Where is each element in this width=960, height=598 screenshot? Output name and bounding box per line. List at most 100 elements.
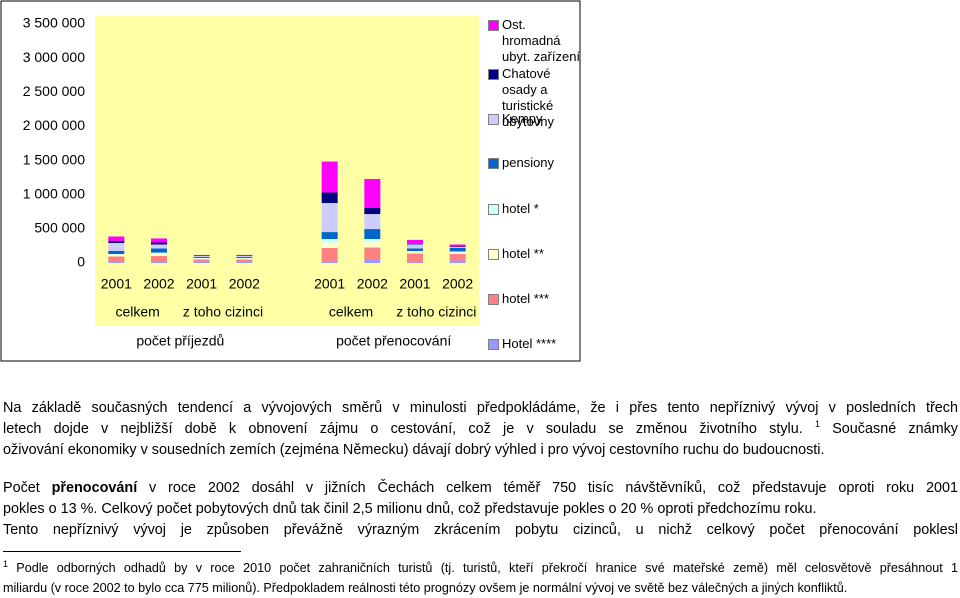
text-run: Počet <box>3 480 52 496</box>
legend-label: Kempy <box>502 111 584 127</box>
legend-swatch <box>488 339 499 350</box>
bar-segment <box>450 247 466 248</box>
bar-segment <box>108 261 124 263</box>
text-run: Na základě současných tendencí a vývojov… <box>3 400 958 416</box>
category-group-label: z toho cizinci <box>183 304 263 320</box>
bar-segment <box>236 258 252 259</box>
category-group-label: celkem <box>329 304 373 320</box>
bar-segment <box>364 179 380 208</box>
legend-swatch <box>488 294 499 305</box>
legend-swatch <box>488 249 499 260</box>
y-tick-label: 500 000 <box>34 220 85 236</box>
bar-segment <box>236 257 252 258</box>
bar-segment <box>322 239 338 242</box>
bar-segment <box>108 241 124 243</box>
bar-segment <box>364 214 380 229</box>
category-group-label: celkem <box>115 304 159 320</box>
bar-segment <box>364 242 380 247</box>
bar-segment <box>236 259 252 262</box>
bar-segment <box>450 260 466 263</box>
bold-text: přenocování <box>52 480 138 496</box>
category-super-group-label: počet příjezdů <box>136 333 224 349</box>
bar-segment <box>151 253 167 255</box>
x-tick-label: 2001 <box>314 276 345 292</box>
bar-segment <box>151 249 167 253</box>
legend-swatch <box>488 69 499 80</box>
legend-swatch <box>488 158 499 169</box>
text-line: miliardu (v roce 2002 to bylo cca 775 mi… <box>3 578 958 598</box>
bar-segment <box>322 248 338 262</box>
bar-segment <box>194 258 210 259</box>
footnote-rule <box>3 551 241 552</box>
legend-label: pensiony <box>502 155 584 171</box>
y-tick-label: 1 500 000 <box>23 151 85 167</box>
bar-segment <box>450 254 466 260</box>
bar-segment <box>407 240 423 244</box>
bar-segment <box>364 208 380 214</box>
x-tick-label: 2001 <box>186 276 217 292</box>
bar-segment <box>194 262 210 263</box>
bar-segment <box>108 237 124 242</box>
bar-segment <box>407 252 423 254</box>
bar-segment <box>407 251 423 252</box>
x-tick-label: 2002 <box>229 276 260 292</box>
bar-segment <box>450 244 466 246</box>
text-line: 1 Podle odborných odhadů by v roce 2010 … <box>3 558 958 578</box>
bar-segment <box>364 247 380 259</box>
text-line: pokles o 13 %. Celkový počet pobytových … <box>3 499 958 519</box>
bar-segment <box>236 262 252 263</box>
bar-segment <box>151 238 167 242</box>
y-tick-label: 2 000 000 <box>23 117 85 133</box>
bar-segment <box>322 232 338 239</box>
text-line: oživování ekonomiky v sousedních zemích … <box>3 440 958 460</box>
bar-segment <box>407 244 423 248</box>
bar-segment <box>236 256 252 257</box>
x-tick-label: 2001 <box>399 276 430 292</box>
bar-segment <box>364 239 380 242</box>
bar-segment <box>194 256 210 257</box>
category-super-group-label: počet přenocování <box>336 333 451 349</box>
bar-segment <box>322 162 338 193</box>
bar-segment <box>322 193 338 204</box>
text-run: v roce 2002 dosáhl v jižních Čechách cel… <box>137 480 958 496</box>
y-tick-label: 2 500 000 <box>23 83 85 99</box>
legend-swatch <box>488 204 499 215</box>
text-run: pokles o 13 %. Celkový počet pobytových … <box>3 501 817 517</box>
text-run: letech dojde v nejbližší době k obnovení… <box>3 421 815 437</box>
category-group-label: z toho cizinci <box>396 304 476 320</box>
legend-label: hotel *** <box>502 291 584 307</box>
legend-label: Hotel **** <box>502 336 584 352</box>
bar-segment <box>407 248 423 251</box>
bar-segment <box>194 257 210 258</box>
text-run: Tento nepříznivý vývoj je způsoben převá… <box>3 522 958 538</box>
bar-segment <box>151 254 167 256</box>
text-line: letech dojde v nejbližší době k obnovení… <box>3 419 958 439</box>
bar-segment <box>108 254 124 256</box>
x-tick-label: 2001 <box>101 276 132 292</box>
bar-segment <box>450 252 466 254</box>
bar-segment <box>364 229 380 239</box>
text-line: Tento nepříznivý vývoj je způsoben převá… <box>3 520 958 540</box>
bar-segment <box>151 261 167 263</box>
bar-segment <box>407 254 423 263</box>
bar-segment <box>108 251 124 254</box>
bar-segment <box>108 243 124 251</box>
text-run: oživování ekonomiky v sousedních zemích … <box>3 442 824 458</box>
bar-segment <box>151 244 167 248</box>
text-line: Počet přenocování v roce 2002 dosáhl v j… <box>3 478 958 498</box>
y-tick-label: 0 <box>77 254 85 270</box>
y-tick-label: 3 000 000 <box>23 49 85 65</box>
x-tick-label: 2002 <box>442 276 473 292</box>
y-tick-label: 1 000 000 <box>23 185 85 201</box>
bar-segment <box>194 259 210 262</box>
x-tick-label: 2002 <box>143 276 174 292</box>
bar-segment <box>450 251 466 252</box>
legend-label: hotel * <box>502 201 584 217</box>
bar-segment <box>151 243 167 245</box>
x-tick-label: 2002 <box>357 276 388 292</box>
chart: 0 500 000 1 000 000 1 500 000 2 000 000 2 500… <box>0 0 582 364</box>
bar-segment <box>322 243 338 248</box>
bar-segment <box>450 248 466 251</box>
text-line: Na základě současných tendencí a vývojov… <box>3 398 958 418</box>
